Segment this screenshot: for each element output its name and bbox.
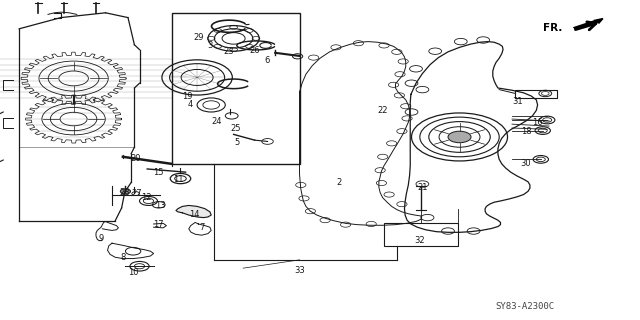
Polygon shape: [594, 19, 603, 23]
Text: 5: 5: [234, 138, 239, 147]
Text: 33: 33: [294, 266, 305, 275]
Text: 28: 28: [120, 188, 130, 197]
Text: 14: 14: [189, 210, 199, 219]
Circle shape: [120, 189, 131, 194]
Text: 13: 13: [155, 201, 165, 210]
Text: 24: 24: [211, 117, 221, 126]
Text: 8: 8: [121, 253, 126, 262]
Text: FR.: FR.: [543, 23, 562, 33]
Text: 25: 25: [230, 124, 241, 133]
Polygon shape: [176, 205, 211, 218]
Text: 9: 9: [99, 234, 104, 243]
Text: 32: 32: [415, 236, 425, 245]
Text: 26: 26: [250, 46, 260, 55]
Text: 23: 23: [224, 47, 234, 56]
Text: 20: 20: [131, 154, 141, 163]
Text: 11: 11: [173, 175, 183, 184]
Bar: [384, 223, 458, 246]
Text: 16: 16: [532, 118, 543, 127]
Text: 31: 31: [512, 97, 522, 106]
Polygon shape: [573, 20, 598, 29]
Text: 18: 18: [521, 127, 531, 136]
Text: 29: 29: [193, 33, 204, 42]
Text: 22: 22: [378, 106, 388, 115]
Text: 17: 17: [154, 220, 164, 229]
Text: 4: 4: [188, 100, 193, 109]
Text: 10: 10: [128, 268, 138, 277]
Text: 7: 7: [199, 223, 204, 232]
Text: 6: 6: [265, 56, 270, 65]
Text: 27: 27: [131, 189, 141, 198]
Text: 12: 12: [141, 193, 151, 202]
Text: 3: 3: [207, 41, 212, 50]
Text: 19: 19: [182, 92, 192, 101]
Circle shape: [448, 131, 471, 143]
Text: 21: 21: [417, 183, 428, 192]
Text: 30: 30: [521, 159, 531, 168]
Text: 15: 15: [154, 168, 164, 177]
Bar: [172, 13, 300, 164]
Text: 2: 2: [337, 178, 342, 187]
Text: SY83-A2300C: SY83-A2300C: [495, 302, 554, 311]
